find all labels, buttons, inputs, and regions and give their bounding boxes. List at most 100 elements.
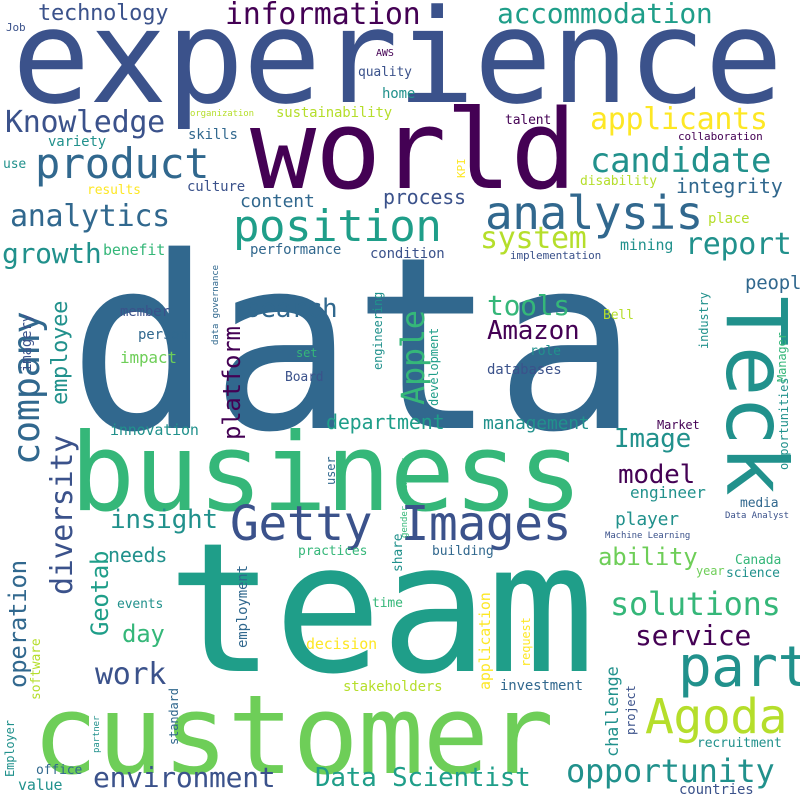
word-industry: industry	[697, 292, 711, 349]
word-performance: performance	[250, 242, 342, 258]
word-growth: growth	[2, 237, 102, 270]
word-part: part	[678, 635, 800, 700]
word-product: product	[35, 139, 210, 188]
word-investment: investment	[500, 678, 583, 694]
word-challenge: challenge	[603, 666, 623, 757]
word-technology: technology	[38, 1, 169, 26]
word-practices: practices	[298, 544, 368, 559]
word-bell: Bell	[603, 308, 634, 323]
word-image: Image	[614, 424, 691, 454]
word-data-analyst: Data Analyst	[725, 511, 789, 521]
word-job: Job	[6, 21, 26, 34]
word-analysis: analysis	[485, 186, 703, 240]
word-data: data	[68, 205, 639, 485]
word-stakeholders: stakeholders	[343, 679, 443, 695]
word-candidate: candidate	[590, 141, 772, 181]
word-data-scientist: Data Scientist	[315, 763, 531, 793]
word-share: share	[391, 533, 406, 572]
word-agoda: Agoda	[645, 689, 788, 745]
word-talent: talent	[505, 113, 552, 128]
word-media: media	[740, 496, 779, 511]
word-engineering: engineering	[371, 291, 385, 370]
word-insight: insight	[110, 505, 218, 535]
word-role: role	[530, 344, 561, 359]
word-use: use	[3, 157, 27, 172]
word-benefit: benefit	[103, 241, 166, 259]
word-solutions: solutions	[610, 585, 781, 623]
word-science: science	[726, 566, 780, 581]
word-countries: countries	[679, 782, 754, 798]
word-implementation: implementation	[510, 249, 602, 262]
word-people: people	[745, 272, 800, 294]
word-partner: partner	[92, 715, 102, 753]
word-integrity: integrity	[676, 174, 783, 198]
word-knowledge: Knowledge	[5, 105, 165, 140]
word-service: service	[635, 619, 752, 652]
word-environment: environment	[93, 761, 276, 794]
word-aws: AWS	[376, 48, 394, 59]
word-experience: experience	[12, 0, 783, 133]
word-machine-learning: Machine Learning	[605, 531, 691, 541]
word-system: system	[480, 221, 587, 256]
word-value: value	[18, 776, 63, 794]
word-opportunity: opportunity	[566, 752, 775, 790]
word-process: process	[383, 185, 466, 209]
word-applicants: applicants	[590, 102, 768, 137]
word-position: position	[233, 201, 442, 252]
word-ability: ability	[598, 543, 698, 571]
word-kpi: KPI	[455, 158, 468, 178]
word-needs: needs	[108, 543, 168, 567]
word-year: year	[696, 564, 725, 578]
word-request: request	[519, 617, 533, 667]
word-diversity: diversity	[45, 435, 80, 595]
word-imagery: imagery	[19, 313, 35, 372]
word-analytics: analytics	[10, 199, 170, 234]
word-manager: Manager	[775, 332, 789, 382]
word-tools: tools	[487, 289, 570, 322]
word-building: building	[432, 544, 494, 559]
word-member: member	[120, 304, 170, 320]
word-disability: disability	[580, 174, 657, 189]
word-operation: operation	[4, 560, 32, 688]
word-management: management	[483, 413, 590, 434]
word-culture: culture	[187, 179, 246, 195]
word-person: person	[138, 327, 188, 343]
word-information: information	[225, 0, 421, 32]
word-project: project	[624, 685, 638, 735]
word-events: events	[117, 597, 164, 612]
word-gender-identity: gender identity	[400, 458, 410, 538]
word-home: home	[382, 86, 416, 102]
word-employee: employee	[48, 300, 73, 405]
word-databases: databases	[487, 362, 562, 378]
word-search: search	[245, 294, 338, 324]
word-accommodation: accommodation	[497, 0, 713, 30]
word-world: world	[250, 86, 577, 214]
word-variety: variety	[48, 134, 107, 150]
word-canada: Canada	[735, 553, 782, 568]
word-condition: condition	[370, 246, 445, 262]
word-customer: customer	[32, 671, 554, 799]
word-quality: quality	[358, 65, 412, 80]
word-business: business	[70, 411, 583, 536]
word-market: Market	[657, 418, 700, 432]
word-standard: standard	[167, 688, 181, 745]
word-mining: mining	[620, 236, 674, 254]
word-getty-images: Getty Images	[230, 496, 572, 552]
word-innovation: innovation	[110, 421, 199, 439]
word-impact: impact	[120, 348, 177, 367]
word-data-governance: data governance	[211, 265, 221, 345]
word-day: day	[122, 620, 165, 648]
word-collaboration: collaboration	[678, 130, 763, 143]
word-application: application	[476, 592, 494, 690]
word-department: department	[326, 410, 445, 434]
word-place: place	[708, 211, 750, 227]
word-board: Board	[285, 370, 324, 385]
word-team: team	[167, 505, 595, 714]
word-report: report	[685, 227, 792, 262]
word-player: player	[615, 509, 679, 530]
word-engineer: engineer	[630, 483, 706, 502]
word-set: set	[296, 346, 318, 360]
word-user: user	[324, 456, 338, 485]
word-software: software	[29, 638, 44, 700]
